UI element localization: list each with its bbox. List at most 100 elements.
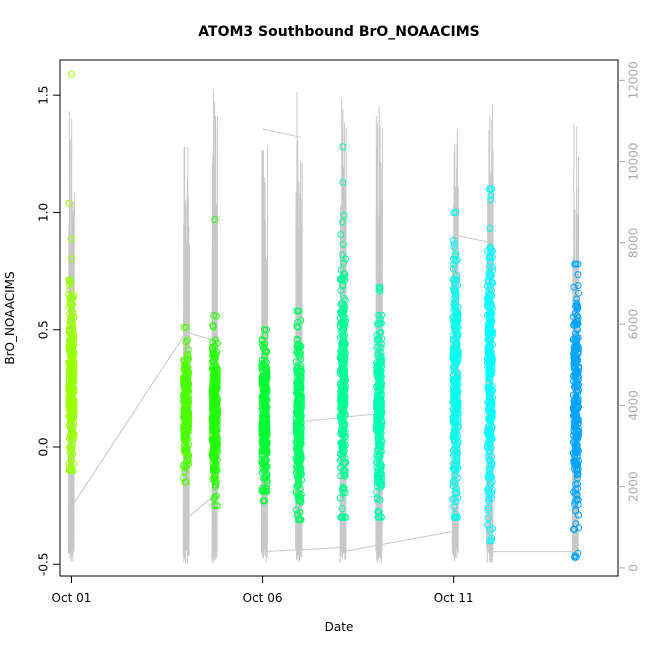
data-point xyxy=(485,393,493,401)
data-point xyxy=(183,336,191,344)
data-point xyxy=(212,411,220,418)
data-point xyxy=(573,356,581,364)
plot-frame xyxy=(59,59,619,577)
data-point xyxy=(182,323,190,331)
data-point xyxy=(574,484,582,492)
data-point xyxy=(209,475,217,483)
data-point xyxy=(484,278,492,286)
data-point xyxy=(486,362,494,370)
data-point xyxy=(337,440,345,448)
data-point xyxy=(373,494,381,502)
y-axis-left: -0.5 0.0 0.5 1.0 1.5 xyxy=(37,86,60,576)
data-point xyxy=(297,432,305,440)
data-point xyxy=(485,271,493,279)
data-point xyxy=(340,342,348,350)
transit-line xyxy=(262,547,343,553)
data-point xyxy=(488,247,496,255)
data-point xyxy=(296,367,304,375)
flight-series xyxy=(65,70,78,474)
data-point xyxy=(294,489,302,497)
data-point xyxy=(485,485,493,493)
data-point xyxy=(485,433,493,441)
transit-line xyxy=(342,530,454,553)
data-point xyxy=(262,419,270,427)
data-point xyxy=(295,395,302,403)
data-point xyxy=(294,422,302,430)
data-point xyxy=(258,448,266,456)
data-point xyxy=(574,260,582,268)
data-point xyxy=(572,320,580,328)
data-point xyxy=(449,265,457,272)
transit-line xyxy=(185,494,216,520)
data-point xyxy=(336,381,344,389)
data-point xyxy=(486,430,494,438)
data-point xyxy=(67,235,75,243)
data-point xyxy=(297,368,305,376)
data-point xyxy=(486,537,494,545)
data-point xyxy=(262,405,270,413)
data-point xyxy=(70,419,78,427)
data-point xyxy=(295,442,303,450)
data-point xyxy=(340,471,348,479)
data-point xyxy=(571,435,579,443)
data-point xyxy=(263,370,271,378)
data-point xyxy=(259,360,267,368)
data-point xyxy=(65,346,73,354)
data-point xyxy=(294,403,302,411)
right-y-tick-label: 10000 xyxy=(627,142,641,180)
data-point xyxy=(213,348,221,356)
data-point xyxy=(338,276,346,284)
data-point xyxy=(570,362,578,370)
data-point xyxy=(574,368,582,376)
data-point xyxy=(68,303,76,311)
data-point xyxy=(374,435,382,443)
data-point xyxy=(295,481,303,488)
data-point xyxy=(454,439,462,447)
data-point xyxy=(296,508,304,516)
data-point xyxy=(373,343,381,351)
data-point xyxy=(261,326,268,334)
data-point xyxy=(295,307,303,315)
data-point xyxy=(65,276,73,284)
data-point xyxy=(183,443,191,451)
data-point xyxy=(377,403,385,411)
data-point xyxy=(570,313,577,321)
data-point xyxy=(449,446,457,454)
right-y-tick-label: 6000 xyxy=(627,309,641,340)
data-point xyxy=(486,258,494,265)
data-point xyxy=(571,344,579,352)
data-point xyxy=(374,412,382,420)
data-point xyxy=(486,470,494,478)
data-point xyxy=(450,300,458,308)
data-point xyxy=(68,379,76,387)
data-point xyxy=(486,253,494,260)
data-point xyxy=(574,271,582,279)
data-point xyxy=(261,340,268,348)
data-point xyxy=(68,312,76,320)
data-point xyxy=(341,341,349,348)
data-point xyxy=(213,446,221,454)
data-point xyxy=(378,356,386,363)
data-point xyxy=(375,411,383,419)
data-point xyxy=(211,483,219,491)
flight-series xyxy=(208,216,221,510)
data-point xyxy=(181,389,189,397)
data-point xyxy=(486,401,494,409)
data-point xyxy=(258,373,266,381)
data-point xyxy=(486,327,494,335)
data-point xyxy=(297,471,305,479)
data-point xyxy=(68,367,76,375)
data-point xyxy=(573,295,581,303)
x-tick-label: Oct 06 xyxy=(243,591,283,605)
data-point xyxy=(454,333,462,340)
data-point xyxy=(294,458,302,466)
flight-series xyxy=(569,260,583,561)
data-point xyxy=(293,362,301,370)
data-point xyxy=(263,440,271,448)
data-point xyxy=(487,196,495,204)
data-point xyxy=(210,400,218,408)
y-tick-label: 1.0 xyxy=(37,203,51,222)
data-point xyxy=(340,339,348,347)
data-point xyxy=(377,463,385,471)
